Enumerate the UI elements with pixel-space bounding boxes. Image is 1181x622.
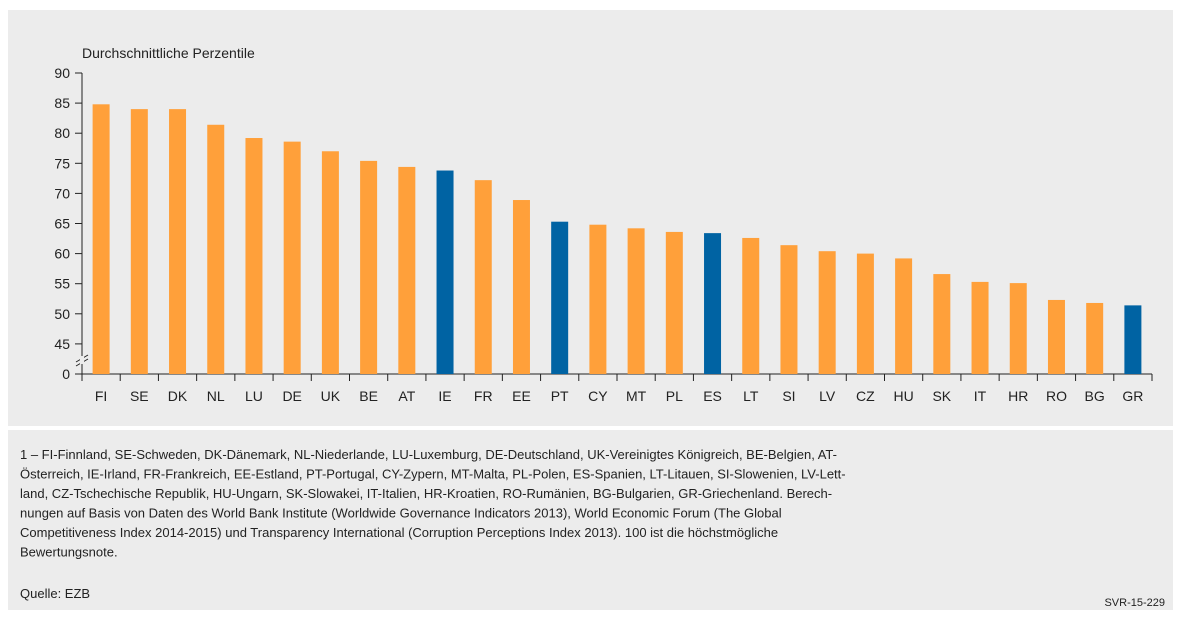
x-tick-label: PT <box>551 388 569 404</box>
footnote-line: nungen auf Basis von Daten des World Ban… <box>20 506 782 521</box>
x-tick-label: HU <box>893 388 913 404</box>
y-tick-label: 60 <box>54 246 70 262</box>
x-tick-label: FI <box>95 388 107 404</box>
axis-break-gap <box>80 356 84 364</box>
x-tick-label: UK <box>321 388 341 404</box>
footnote-line: Österreich, IE-Irland, FR-Frankreich, EE… <box>20 467 846 482</box>
bar <box>1086 302 1104 374</box>
bar <box>1047 299 1065 374</box>
bar <box>742 237 760 374</box>
x-tick-label: SI <box>782 388 795 404</box>
bar <box>474 180 492 374</box>
y-tick-label: 0 <box>62 366 70 382</box>
x-tick-label: IT <box>974 388 987 404</box>
x-tick-label: CZ <box>856 388 875 404</box>
y-tick-label: 70 <box>54 185 70 201</box>
chart-code: SVR-15-229 <box>1104 597 1165 609</box>
bar <box>130 109 148 375</box>
bar <box>971 281 989 374</box>
bar <box>283 141 301 374</box>
bar <box>321 151 339 374</box>
y-tick-label: 55 <box>54 276 70 292</box>
y-tick-label: 80 <box>54 125 70 141</box>
bar <box>398 166 416 374</box>
bar <box>551 221 569 374</box>
y-tick-label: 65 <box>54 216 70 232</box>
x-tick-label: LT <box>743 388 759 404</box>
x-tick-label: DE <box>282 388 301 404</box>
x-tick-label: IE <box>438 388 451 404</box>
bar <box>245 138 263 374</box>
x-tick-label: BG <box>1085 388 1105 404</box>
x-tick-label: NL <box>207 388 225 404</box>
x-tick-label: LV <box>819 388 836 404</box>
footnote-line: 1 – FI-Finnland, SE-Schweden, DK-Dänemar… <box>20 447 837 462</box>
bar <box>933 274 951 374</box>
y-tick-label: 85 <box>54 95 70 111</box>
x-tick-label: FR <box>474 388 493 404</box>
bar <box>360 160 378 374</box>
x-tick-label: EE <box>512 388 531 404</box>
x-tick-label: SE <box>130 388 149 404</box>
x-tick-label: MT <box>626 388 647 404</box>
bar <box>436 170 454 374</box>
bar <box>856 253 874 374</box>
x-tick-label: ES <box>703 388 722 404</box>
bar <box>1009 283 1027 374</box>
footnote-line: Bewertungsnote. <box>20 545 118 560</box>
y-tick-label: 50 <box>54 306 70 322</box>
footnote-panel <box>8 430 1173 610</box>
bar <box>512 200 530 374</box>
y-axis-title: Durchschnittliche Perzentile <box>82 45 255 61</box>
bar <box>207 124 225 374</box>
x-tick-label: DK <box>168 388 188 404</box>
footnote-line: Competitiveness Index 2014-2015) und Tra… <box>20 525 778 540</box>
x-tick-label: SK <box>932 388 951 404</box>
x-tick-label: PL <box>666 388 683 404</box>
bar <box>1124 305 1142 374</box>
x-tick-label: GR <box>1122 388 1143 404</box>
bar <box>627 228 645 374</box>
bar <box>780 245 798 374</box>
x-tick-label: HR <box>1008 388 1028 404</box>
bar <box>589 224 607 374</box>
x-tick-label: RO <box>1046 388 1067 404</box>
y-tick-label: 45 <box>54 336 70 352</box>
x-tick-label: BE <box>359 388 378 404</box>
bar <box>704 233 722 374</box>
bar <box>818 251 836 374</box>
bar <box>895 258 913 374</box>
x-tick-label: AT <box>398 388 415 404</box>
x-tick-label: LU <box>245 388 263 404</box>
bar <box>665 231 683 374</box>
bar <box>92 104 110 374</box>
source: Quelle: EZB <box>20 586 90 601</box>
y-tick-label: 90 <box>54 65 70 81</box>
bar <box>169 109 187 375</box>
y-tick-label: 75 <box>54 155 70 171</box>
footnote-line: land, CZ-Tschechische Republik, HU-Ungar… <box>20 486 832 501</box>
x-tick-label: CY <box>588 388 608 404</box>
